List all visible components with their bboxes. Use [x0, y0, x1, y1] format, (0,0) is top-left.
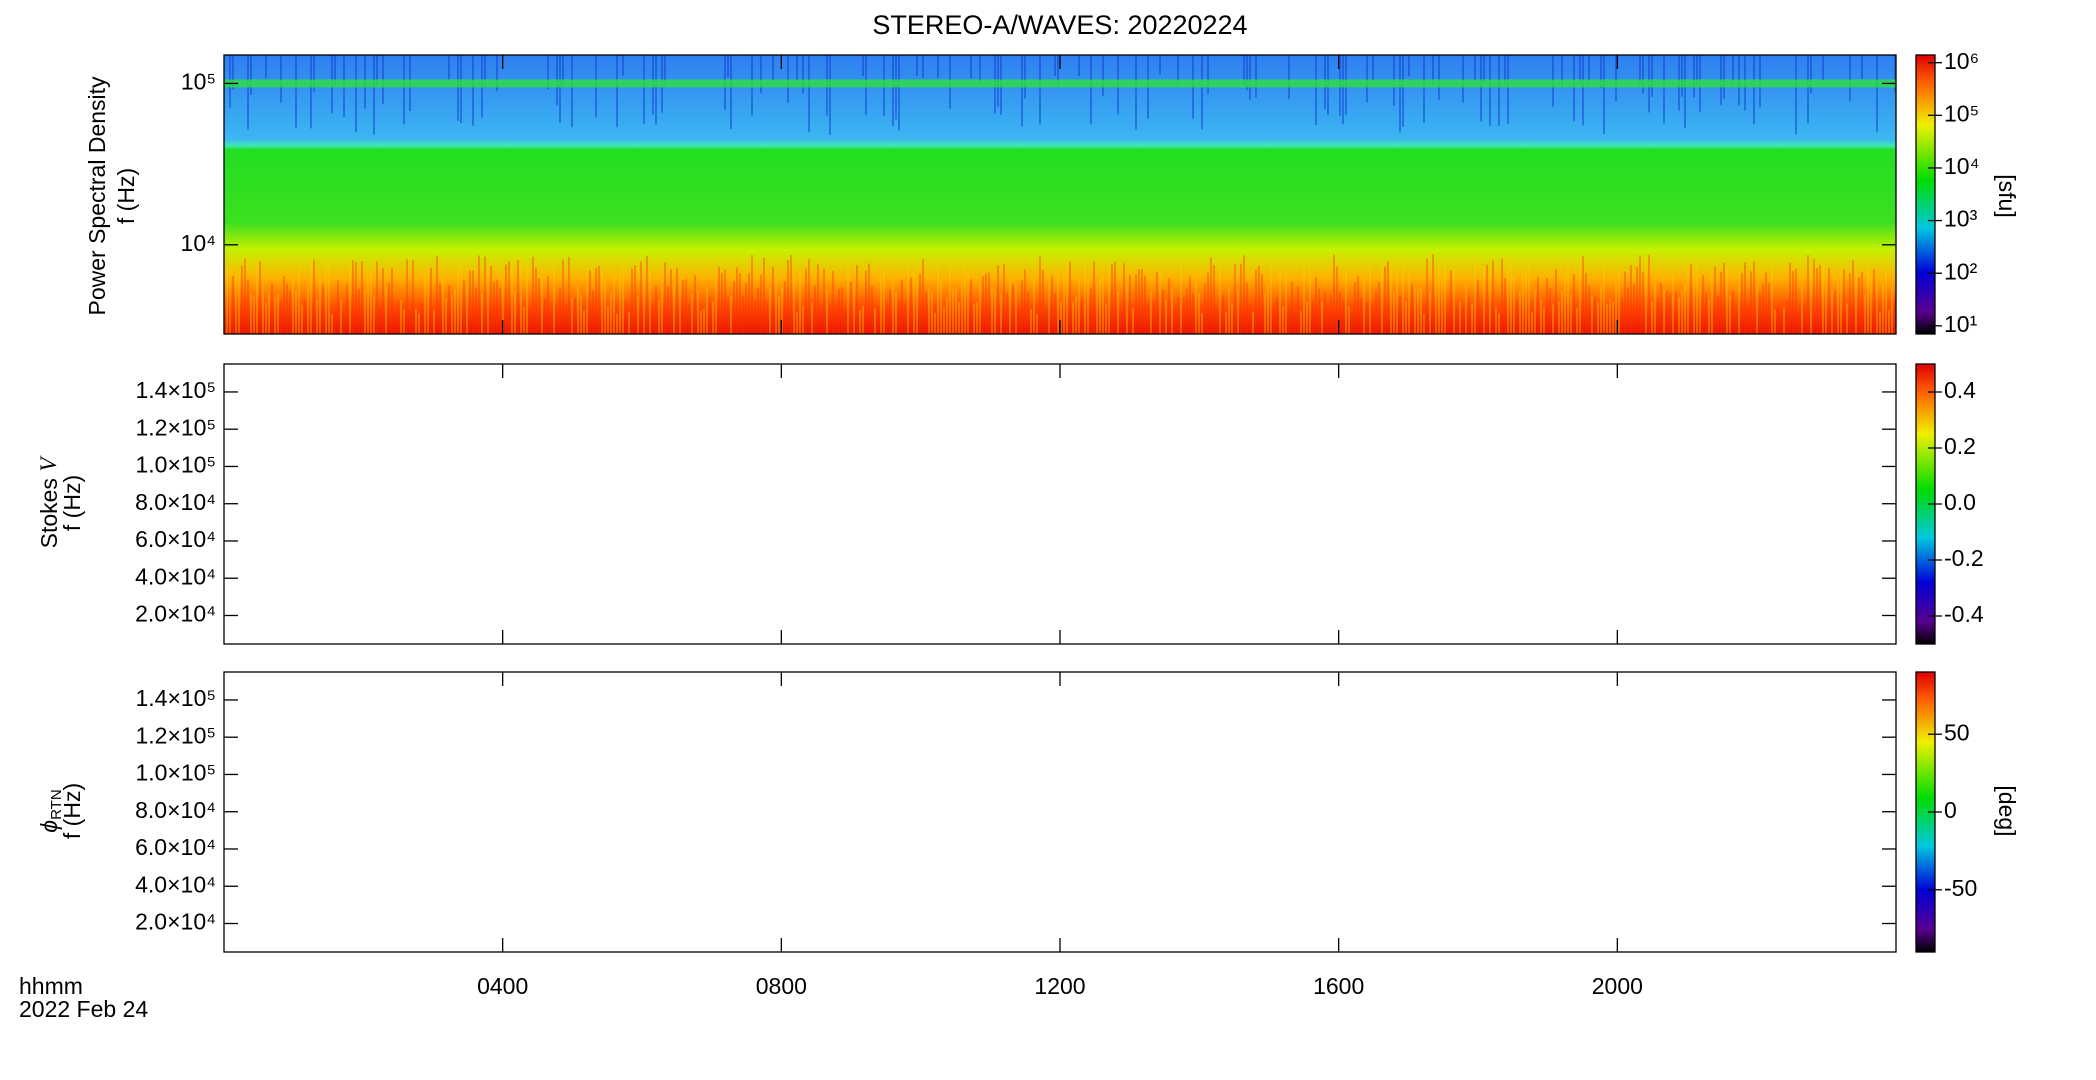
x-tick-label: 1200	[1034, 973, 1085, 999]
y-tick-label: 1.0×10⁵	[135, 760, 216, 786]
chart-title: STEREO-A/WAVES: 20220224	[872, 10, 1247, 40]
x-tick-label: 0400	[477, 973, 528, 999]
colorbar-tick-label: 10²	[1944, 258, 1978, 284]
panel-frame	[223, 671, 1897, 953]
x-axis-label: hhmm	[19, 973, 83, 999]
colorbar-tick-label: 0.0	[1944, 489, 1976, 515]
colorbar-tick-label: -0.4	[1944, 601, 1984, 627]
y-tick-label: 8.0×10⁴	[135, 489, 216, 515]
colorbar-tick-label: -50	[1944, 875, 1977, 901]
x-tick-label: 1600	[1313, 973, 1364, 999]
colorbar-tick-label: 0.4	[1944, 377, 1976, 403]
colorbar-tick-label: 10⁵	[1944, 100, 1979, 126]
y-axis-label-2: f (Hz)	[113, 168, 139, 224]
colorbar-tick-label: 10³	[1944, 206, 1978, 232]
y-axis-label-text: Stokes	[36, 472, 62, 549]
y-tick-label: 1.4×10⁵	[135, 685, 216, 711]
y-tick-label: 4.0×10⁴	[135, 871, 216, 897]
colorbar-tick-label: 50	[1944, 719, 1970, 745]
colorbar-tick-label: 10¹	[1944, 311, 1978, 337]
y-axis-label-text: ϕ	[36, 820, 62, 833]
x-tick-label: 0800	[756, 973, 807, 999]
y-tick-label: 10⁵	[181, 68, 216, 94]
colorbar-tick-label: 0	[1944, 797, 1957, 823]
y-axis-label: ϕRTN	[36, 789, 65, 832]
y-tick-label: 2.0×10⁴	[135, 601, 216, 627]
colorbar	[1915, 54, 1936, 335]
y-tick-label: 6.0×10⁴	[135, 526, 216, 552]
y-tick-label: 4.0×10⁴	[135, 563, 216, 589]
y-tick-label: 1.2×10⁵	[135, 722, 216, 748]
y-axis-label-symbol: V	[36, 455, 61, 472]
y-axis-label: Power Spectral Density	[84, 76, 110, 316]
panel-frame	[223, 363, 1897, 645]
spectrogram-band	[224, 79, 1896, 88]
spectrogram-image	[224, 55, 1896, 334]
y-tick-label: 10⁴	[181, 230, 216, 256]
colorbar-tick-label: 10⁶	[1944, 48, 1979, 74]
y-tick-label: 6.0×10⁴	[135, 834, 216, 860]
y-axis-label-2: f (Hz)	[59, 783, 85, 839]
y-tick-label: 1.4×10⁵	[135, 377, 216, 403]
y-axis-label-sub: RTN	[48, 789, 65, 820]
colorbar-tick-label: 10⁴	[1944, 153, 1979, 179]
x-tick-label: 2000	[1592, 973, 1643, 999]
colorbar-label: [deg]	[1994, 785, 2020, 836]
y-axis-label-2: f (Hz)	[59, 475, 85, 531]
y-tick-label: 8.0×10⁴	[135, 797, 216, 823]
y-tick-label: 2.0×10⁴	[135, 909, 216, 935]
y-tick-label: 1.0×10⁵	[135, 452, 216, 478]
date-label: 2022 Feb 24	[19, 996, 148, 1022]
y-axis-label-text: Power Spectral Density	[84, 76, 110, 316]
colorbar-tick-label: 0.2	[1944, 433, 1976, 459]
y-tick-label: 1.2×10⁵	[135, 414, 216, 440]
colorbar-label: [sfu]	[1994, 174, 2020, 217]
colorbar-tick-label: -0.2	[1944, 545, 1984, 571]
y-axis-label: Stokes V	[36, 455, 62, 549]
